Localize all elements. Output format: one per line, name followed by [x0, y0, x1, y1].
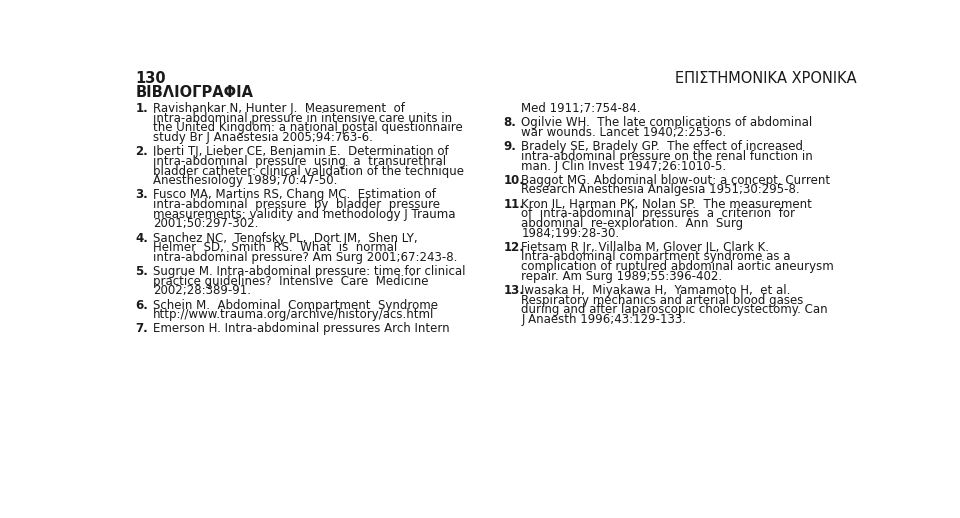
Text: 7.: 7.: [135, 322, 148, 336]
Text: Helmer  SD,  Smith  RS.  What  is  normal: Helmer SD, Smith RS. What is normal: [154, 241, 397, 254]
Text: the United Kingdom: a national postal questionnaire: the United Kingdom: a national postal qu…: [154, 121, 463, 135]
Text: Kron IL, Harman PK, Nolan SP.  The measurement: Kron IL, Harman PK, Nolan SP. The measur…: [521, 198, 812, 211]
Text: Anesthesiology 1989;70:47-50.: Anesthesiology 1989;70:47-50.: [154, 174, 338, 187]
Text: 130: 130: [135, 71, 166, 87]
Text: Bradely SE, Bradely GP.  The effect of increased: Bradely SE, Bradely GP. The effect of in…: [521, 140, 804, 153]
Text: Respiratory mechanics and arterial blood gases: Respiratory mechanics and arterial blood…: [521, 294, 804, 307]
Text: intra-abdominal pressure on the renal function in: intra-abdominal pressure on the renal fu…: [521, 150, 813, 163]
Text: ΕΠΙΣΤΗΜΟΝΙΚΑ ΧΡΟΝΙΚΑ: ΕΠΙΣΤΗΜΟΝΙΚΑ ΧΡΟΝΙΚΑ: [675, 71, 856, 87]
Text: 1984;199:28-30.: 1984;199:28-30.: [521, 226, 619, 239]
Text: 4.: 4.: [135, 232, 149, 244]
Text: war wounds. Lancet 1940;2:253-6.: war wounds. Lancet 1940;2:253-6.: [521, 126, 727, 139]
Text: 9.: 9.: [504, 140, 516, 153]
Text: Iberti TJ, Lieber CE, Benjamin E.  Determination of: Iberti TJ, Lieber CE, Benjamin E. Determ…: [154, 146, 449, 159]
Text: 8.: 8.: [504, 117, 516, 130]
Text: during and after laparoscopic cholecystectomy. Can: during and after laparoscopic cholecyste…: [521, 303, 828, 316]
Text: intra-abdominal  pressure  using  a  transurethral: intra-abdominal pressure using a transur…: [154, 155, 446, 168]
Text: Intra-abdominal compartment syndrome as a: Intra-abdominal compartment syndrome as …: [521, 250, 791, 264]
Text: Fietsam R Jr, Villalba M, Glover JL, Clark K.: Fietsam R Jr, Villalba M, Glover JL, Cla…: [521, 241, 770, 254]
Text: intra-abdominal pressure in intensive care units in: intra-abdominal pressure in intensive ca…: [154, 112, 452, 125]
Text: 11.: 11.: [504, 198, 524, 211]
Text: 12.: 12.: [504, 241, 524, 254]
Text: Ravishankar N, Hunter J.  Measurement  of: Ravishankar N, Hunter J. Measurement of: [154, 102, 405, 115]
Text: Ogilvie WH.  The late complications of abdominal: Ogilvie WH. The late complications of ab…: [521, 117, 813, 130]
Text: J Anaesth 1996;43:129-133.: J Anaesth 1996;43:129-133.: [521, 313, 686, 326]
Text: study Br J Anaestesia 2005;94:763-6.: study Br J Anaestesia 2005;94:763-6.: [154, 131, 373, 144]
Text: man. J Clin Invest 1947;26:1010-5.: man. J Clin Invest 1947;26:1010-5.: [521, 160, 727, 172]
Text: bladder catheter: clinical validation of the technique: bladder catheter: clinical validation of…: [154, 165, 465, 178]
Text: 1.: 1.: [135, 102, 148, 115]
Text: 10.: 10.: [504, 174, 524, 187]
Text: Research Anesthesia Analgesia 1951;30:295-8.: Research Anesthesia Analgesia 1951;30:29…: [521, 183, 800, 196]
Text: Med 1911;7:754-84.: Med 1911;7:754-84.: [521, 102, 641, 115]
Text: Iwasaka H,  Miyakawa H,  Yamamoto H,  et al.: Iwasaka H, Miyakawa H, Yamamoto H, et al…: [521, 284, 791, 297]
Text: Fusco MA, Martins RS, Chang MC.  Estimation of: Fusco MA, Martins RS, Chang MC. Estimati…: [154, 189, 436, 202]
Text: http://www.trauma.org/archive/history/acs.html: http://www.trauma.org/archive/history/ac…: [154, 308, 435, 321]
Text: Sugrue M. Intra-abdominal pressure: time for clinical: Sugrue M. Intra-abdominal pressure: time…: [154, 265, 466, 278]
Text: ΒΙΒΛΙΟΓΡΑΦΙΑ: ΒΙΒΛΙΟΓΡΑΦΙΑ: [135, 85, 253, 100]
Text: Emerson H. Intra-abdominal pressures Arch Intern: Emerson H. Intra-abdominal pressures Arc…: [154, 322, 450, 336]
Text: abdominal  re-exploration.  Ann  Surg: abdominal re-exploration. Ann Surg: [521, 217, 744, 230]
Text: Schein M.  Abdominal  Compartment  Syndrome: Schein M. Abdominal Compartment Syndrome: [154, 298, 439, 311]
Text: repair. Am Surg 1989;55:396-402.: repair. Am Surg 1989;55:396-402.: [521, 270, 723, 283]
Text: 3.: 3.: [135, 189, 148, 202]
Text: practice guidelines?  Intensive  Care  Medicine: practice guidelines? Intensive Care Medi…: [154, 275, 429, 287]
Text: complication of ruptured abdominal aortic aneurysm: complication of ruptured abdominal aorti…: [521, 260, 834, 273]
Text: intra-abdominal  pressure  by  bladder  pressure: intra-abdominal pressure by bladder pres…: [154, 198, 441, 211]
Text: 13.: 13.: [504, 284, 524, 297]
Text: of  intra-abdominal  pressures  a  criterion  for: of intra-abdominal pressures a criterion…: [521, 207, 796, 220]
Text: 2.: 2.: [135, 146, 148, 159]
Text: 2001;50:297-302.: 2001;50:297-302.: [154, 218, 258, 231]
Text: Sanchez NC,  Tenofsky PL,  Dort JM,  Shen LY,: Sanchez NC, Tenofsky PL, Dort JM, Shen L…: [154, 232, 418, 244]
Text: 6.: 6.: [135, 298, 149, 311]
Text: Baggot MG. Abdominal blow-out: a concept. Current: Baggot MG. Abdominal blow-out: a concept…: [521, 174, 830, 187]
Text: intra-abdominal pressure? Am Surg 2001;67:243-8.: intra-abdominal pressure? Am Surg 2001;6…: [154, 251, 458, 264]
Text: 5.: 5.: [135, 265, 149, 278]
Text: measurements: validity and methodology J Trauma: measurements: validity and methodology J…: [154, 208, 456, 221]
Text: 2002;28:389-91.: 2002;28:389-91.: [154, 284, 252, 297]
